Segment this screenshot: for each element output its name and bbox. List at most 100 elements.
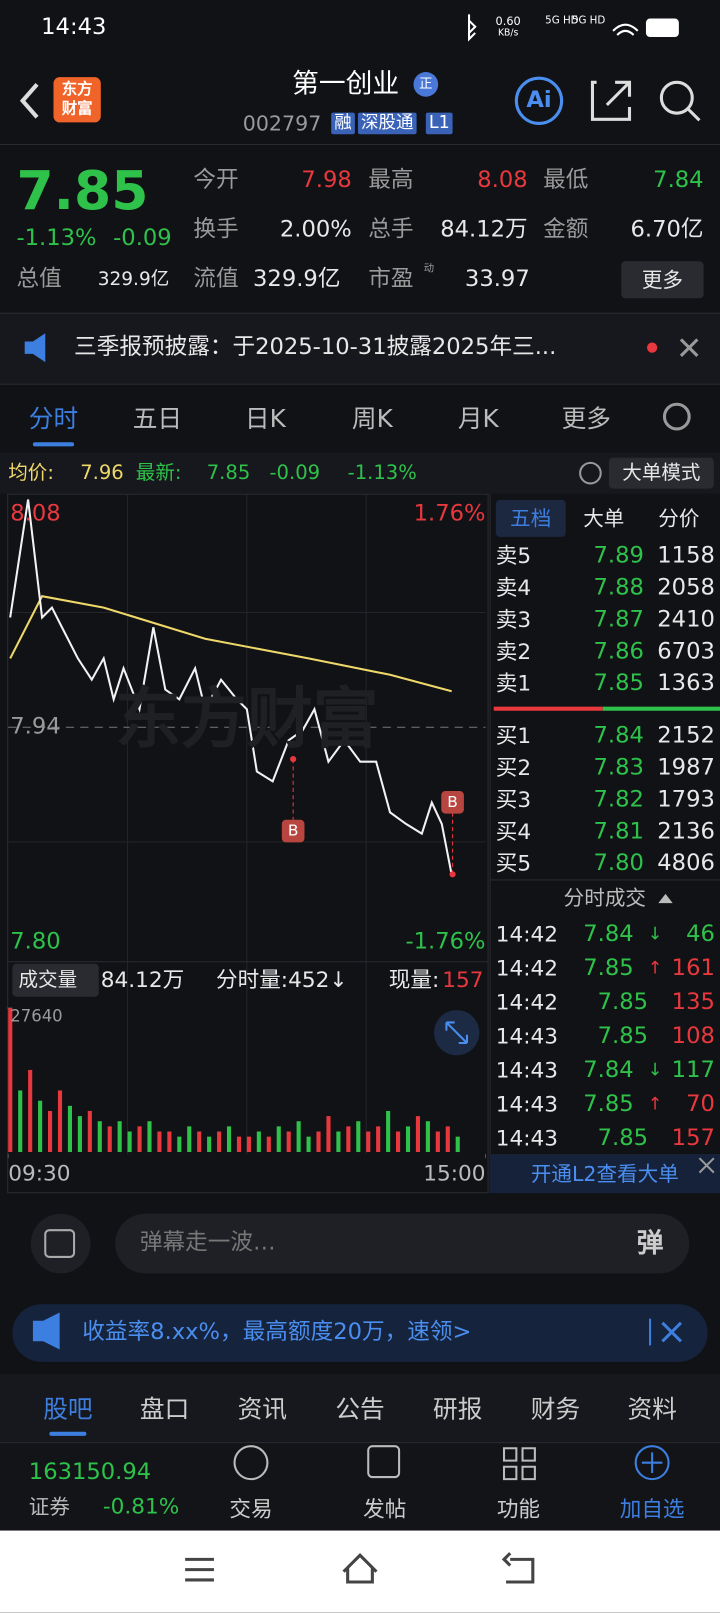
more-button[interactable] [621, 261, 704, 299]
info-pct: -1.13% [347, 461, 417, 484]
ad-bar[interactable] [12, 1304, 708, 1362]
ad-text[interactable]: 收益率8.xx%，最高额度20万，速领> [82, 1319, 472, 1346]
volume-bar [137, 1126, 142, 1153]
ad-close[interactable] [661, 1321, 683, 1343]
field-value: 7.98 [301, 167, 352, 194]
volume-bar [38, 1100, 43, 1153]
book-split-red [493, 706, 603, 711]
trade-volume: 161 [671, 955, 715, 982]
book-price: 7.88 [593, 574, 644, 601]
footer-action[interactable]: 加自选 [619, 1497, 685, 1522]
field-label: 最高 [368, 167, 414, 194]
mode-button[interactable] [608, 457, 714, 489]
ad-icon [32, 1312, 60, 1350]
trade-time: 14:42 [495, 922, 559, 947]
marker-dot [449, 871, 456, 878]
settings-icon[interactable] [662, 402, 691, 431]
bottom-tab[interactable]: 研报 [433, 1394, 483, 1424]
stock-tag: L1 [425, 112, 453, 135]
trade-arrow: ↓ [647, 1059, 663, 1081]
trades-caret [658, 893, 673, 904]
more-label[interactable]: 更多 [641, 267, 683, 293]
book-tab[interactable]: 分价 [658, 506, 700, 531]
volume-bar [266, 1136, 271, 1153]
pct-label: 1.76% [413, 500, 486, 527]
volume-dropdown[interactable] [12, 963, 99, 997]
book-volume: 2152 [657, 723, 715, 749]
comment-input[interactable] [115, 1213, 690, 1274]
notice-text[interactable]: 三季报预披露：于2025-10-31披露2025年三... [74, 334, 557, 361]
book-level: 买2 [495, 755, 532, 781]
volume-label[interactable]: 成交量 [18, 968, 78, 992]
mode-label[interactable]: 大单模式 [622, 461, 701, 484]
footer-action[interactable]: 交易 [229, 1497, 273, 1522]
bottom-tab[interactable]: 资讯 [237, 1394, 287, 1424]
volume-bar [127, 1131, 132, 1153]
nav-menu[interactable] [185, 1557, 214, 1582]
book-tab[interactable]: 大单 [583, 506, 625, 531]
period-tab[interactable]: 更多 [561, 404, 611, 434]
add-icon[interactable] [634, 1445, 670, 1481]
book-level: 买4 [495, 819, 532, 844]
notice-bar [0, 312, 720, 385]
nav-home[interactable] [342, 1553, 378, 1584]
volume-bar [117, 1121, 122, 1153]
price-pct: -1.13% [16, 225, 97, 251]
period-tab[interactable]: 月K [457, 404, 499, 434]
share-icon[interactable] [590, 80, 632, 121]
trade-volume: 108 [671, 1023, 715, 1050]
back-icon[interactable] [19, 82, 39, 119]
field-label: 总值 [16, 266, 62, 293]
book-tab[interactable]: 五档 [510, 506, 552, 531]
volume-tick-label: 27640 [10, 1005, 63, 1026]
period-tab[interactable]: 周K [351, 404, 393, 434]
trade-time: 14:42 [495, 956, 559, 981]
trade-icon[interactable] [233, 1445, 269, 1481]
nav-back[interactable] [501, 1552, 535, 1584]
period-tab[interactable]: 分时 [28, 404, 79, 434]
book-volume: 2058 [657, 574, 715, 601]
volume-total: 84.12万 [100, 967, 185, 993]
comment-placeholder[interactable]: 弹幕走一波… [139, 1230, 276, 1256]
footer-action[interactable]: 发帖 [363, 1497, 407, 1522]
book-price: 7.87 [593, 606, 644, 633]
volume-bar [326, 1116, 331, 1153]
ai-button[interactable]: Ai [526, 87, 552, 114]
post-icon[interactable] [367, 1445, 401, 1479]
period-tab[interactable]: 日K [244, 404, 286, 434]
bottom-tab[interactable]: 公告 [335, 1394, 385, 1424]
search-icon[interactable] [659, 80, 694, 115]
bottom-tab[interactable]: 财务 [530, 1394, 581, 1424]
bottom-tab[interactable]: 资料 [627, 1394, 677, 1424]
nav-bar [0, 1530, 720, 1613]
function-icon[interactable] [502, 1447, 536, 1481]
footer-action[interactable]: 功能 [496, 1497, 541, 1522]
volume-bar [396, 1131, 401, 1153]
book-volume: 2136 [657, 818, 715, 845]
bottom-tab[interactable]: 盘口 [139, 1394, 190, 1424]
comment-icon-bg[interactable] [30, 1213, 91, 1274]
notice-close[interactable] [679, 338, 699, 357]
index-name: 证券 [28, 1494, 70, 1520]
l2-close[interactable] [698, 1157, 715, 1174]
volume-bar [455, 1136, 460, 1153]
book-level: 卖1 [495, 671, 532, 696]
book-tab-selected[interactable] [495, 499, 566, 537]
bottom-tab[interactable]: 股吧 [43, 1394, 93, 1424]
add-plus [641, 1452, 663, 1473]
l2-link[interactable]: 开通L2查看大单 [530, 1161, 679, 1186]
volume-bar [256, 1131, 261, 1153]
ai-circle[interactable] [514, 76, 564, 125]
period-tab[interactable]: 五日 [132, 404, 183, 434]
index-pct: -0.81% [102, 1494, 180, 1519]
header-divider [0, 144, 720, 146]
help-icon[interactable] [579, 461, 602, 485]
logo-text: 东方 [61, 79, 93, 99]
book-volume: 1987 [657, 754, 715, 781]
comment-icon[interactable] [44, 1229, 76, 1258]
comment-button[interactable]: 弹 [636, 1228, 664, 1260]
l2-bar[interactable] [489, 1154, 720, 1194]
book-level: 卖2 [495, 639, 532, 664]
trade-time: 14:43 [495, 1125, 559, 1151]
